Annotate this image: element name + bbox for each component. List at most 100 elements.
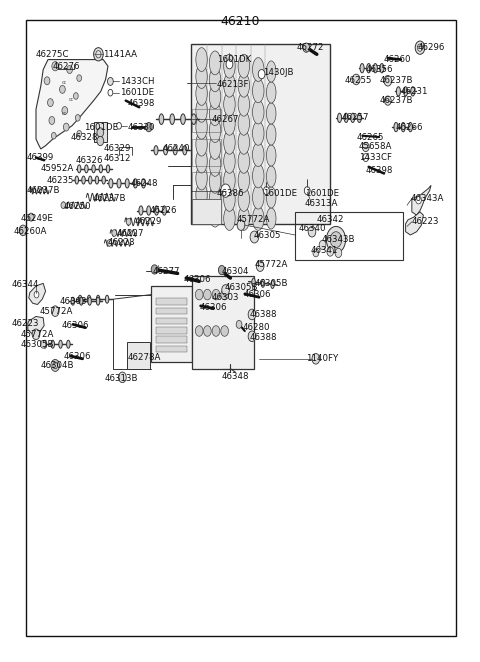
Ellipse shape (360, 64, 364, 73)
Text: 46278A: 46278A (127, 353, 161, 362)
Text: 46306: 46306 (63, 352, 91, 361)
Ellipse shape (87, 295, 91, 303)
Text: 46275C: 46275C (36, 50, 70, 59)
Circle shape (221, 326, 228, 336)
Text: 46237B: 46237B (379, 76, 413, 85)
Ellipse shape (192, 114, 196, 124)
Text: 46277: 46277 (153, 267, 180, 276)
Circle shape (312, 354, 320, 364)
Circle shape (218, 265, 225, 275)
Text: 45772A: 45772A (254, 260, 288, 269)
Text: cc: cc (69, 97, 73, 102)
Text: 46388: 46388 (250, 333, 277, 342)
Text: 46210: 46210 (220, 15, 260, 28)
Polygon shape (28, 316, 44, 334)
Ellipse shape (196, 115, 207, 139)
Ellipse shape (411, 87, 415, 96)
Bar (192, 199, 221, 224)
Ellipse shape (266, 208, 276, 229)
Bar (156, 318, 187, 324)
Text: 46341: 46341 (311, 246, 338, 255)
Ellipse shape (238, 92, 250, 117)
Ellipse shape (125, 179, 129, 188)
Ellipse shape (196, 149, 207, 173)
Text: 46305B: 46305B (254, 279, 288, 288)
Circle shape (32, 329, 40, 340)
Text: 46306: 46306 (199, 303, 227, 312)
Ellipse shape (401, 122, 405, 132)
Text: 46237B: 46237B (379, 96, 413, 105)
Text: 46237B: 46237B (92, 194, 126, 203)
Ellipse shape (106, 165, 110, 173)
Ellipse shape (209, 186, 221, 210)
Circle shape (97, 136, 104, 146)
Ellipse shape (67, 340, 70, 348)
Circle shape (363, 154, 369, 162)
Polygon shape (36, 60, 108, 149)
Text: 46342: 46342 (317, 215, 344, 224)
Text: 1601DK: 1601DK (217, 55, 251, 64)
Text: 46226: 46226 (150, 206, 177, 215)
Text: 46306: 46306 (244, 290, 271, 299)
Text: 46326: 46326 (76, 156, 103, 166)
Ellipse shape (209, 102, 221, 126)
Text: 46276: 46276 (53, 62, 80, 71)
Ellipse shape (238, 187, 250, 211)
Circle shape (49, 117, 55, 124)
Ellipse shape (357, 113, 361, 122)
Ellipse shape (209, 85, 221, 109)
Text: cc: cc (62, 80, 67, 85)
Ellipse shape (404, 87, 408, 96)
Circle shape (236, 320, 242, 328)
Ellipse shape (78, 295, 82, 303)
Ellipse shape (164, 146, 168, 155)
Ellipse shape (117, 179, 121, 188)
Circle shape (112, 230, 117, 236)
Text: 46305B: 46305B (20, 340, 54, 349)
Ellipse shape (224, 207, 235, 230)
Circle shape (75, 115, 80, 121)
Text: 46257: 46257 (342, 113, 369, 122)
Circle shape (67, 66, 72, 73)
Text: 45772A: 45772A (236, 215, 270, 224)
Bar (156, 346, 187, 352)
Ellipse shape (367, 64, 371, 73)
Circle shape (108, 77, 113, 85)
Text: 46266: 46266 (396, 122, 423, 132)
Text: 46398: 46398 (127, 99, 155, 109)
Ellipse shape (252, 164, 264, 188)
Circle shape (151, 265, 158, 274)
Ellipse shape (77, 165, 81, 173)
Text: 1601DE: 1601DE (84, 122, 118, 132)
Ellipse shape (238, 150, 250, 173)
Circle shape (204, 289, 211, 300)
Circle shape (248, 309, 256, 320)
Ellipse shape (75, 176, 79, 184)
Text: 46231: 46231 (401, 87, 428, 96)
Text: 46227: 46227 (116, 228, 144, 238)
Ellipse shape (266, 166, 276, 187)
Ellipse shape (337, 113, 342, 122)
Text: 1601DE: 1601DE (305, 189, 339, 198)
Text: 46340: 46340 (299, 224, 326, 233)
Circle shape (117, 122, 121, 129)
Ellipse shape (88, 176, 92, 184)
Ellipse shape (209, 68, 221, 92)
Circle shape (107, 240, 112, 246)
Text: 46398: 46398 (366, 166, 393, 175)
Circle shape (416, 196, 421, 204)
Circle shape (61, 202, 66, 209)
Circle shape (19, 225, 27, 236)
Text: 46356: 46356 (366, 65, 393, 74)
Bar (191, 44, 330, 224)
Circle shape (237, 220, 245, 230)
Ellipse shape (252, 100, 264, 124)
Text: 1601DE: 1601DE (263, 189, 297, 198)
Text: 46213F: 46213F (217, 80, 250, 89)
Text: 46250: 46250 (63, 202, 91, 211)
Text: 46223: 46223 (12, 318, 39, 328)
Ellipse shape (373, 64, 377, 73)
Text: 46265: 46265 (356, 132, 384, 142)
Circle shape (28, 213, 34, 221)
Bar (192, 172, 221, 199)
